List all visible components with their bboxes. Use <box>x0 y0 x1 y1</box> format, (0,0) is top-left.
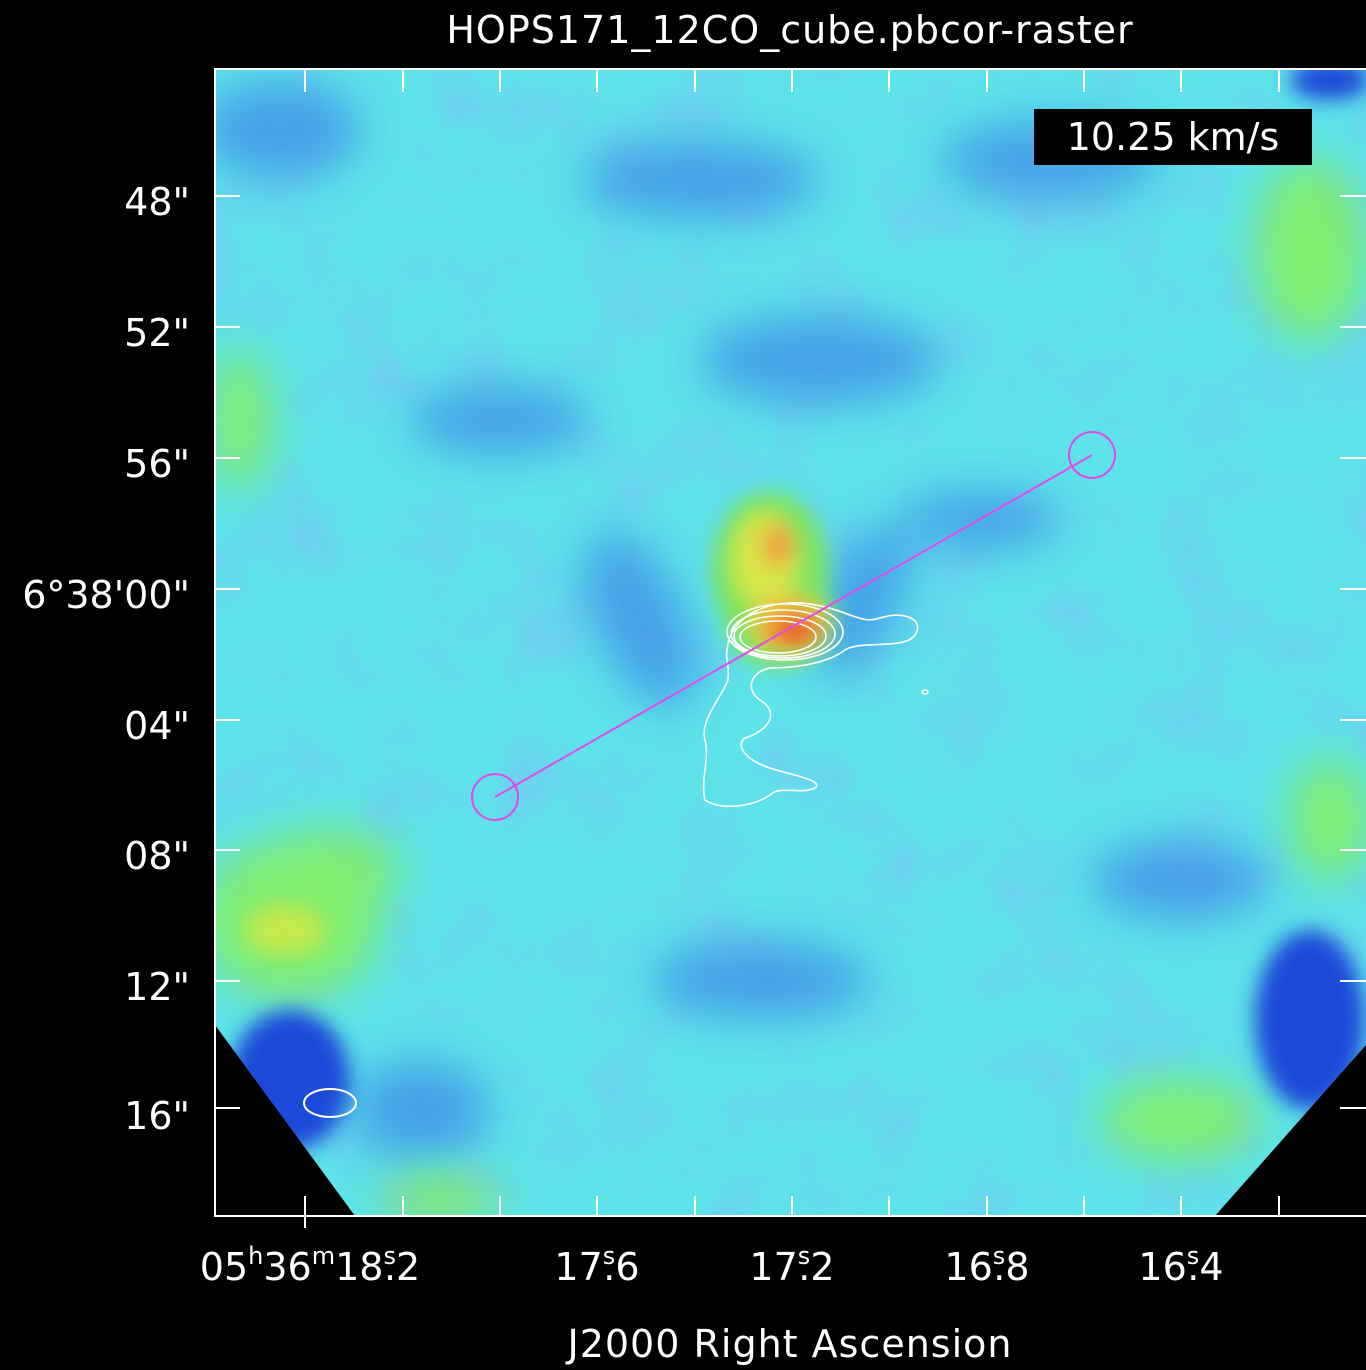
image-title: HOPS171_12CO_cube.pbcor-raster <box>446 8 1134 52</box>
dec-tick-label: 12" <box>124 965 190 1009</box>
x-axis-label: J2000 Right Ascension <box>567 1322 1013 1366</box>
dec-tick-label: 48" <box>124 180 190 224</box>
velocity-label: 10.25 km/s <box>1034 109 1312 165</box>
plot-frame <box>214 68 1366 1217</box>
dec-tick-label: 08" <box>124 834 190 878</box>
ra-tick-label: 17s.2 <box>749 1242 835 1289</box>
ra-tick-label: 16s.4 <box>1138 1242 1224 1289</box>
continuum-contours <box>702 602 929 808</box>
dec-tick-label: 52" <box>124 311 190 355</box>
dec-tick-label: 16" <box>124 1094 190 1138</box>
ra-tick-label: 16s.8 <box>944 1242 1030 1289</box>
dec-tick-label: 56" <box>124 442 190 486</box>
tick-marks <box>215 69 1366 1228</box>
dec-tick-label: 6°38'00" <box>22 573 190 617</box>
ra-tick-label: 05h36m18s.2 <box>199 1242 421 1289</box>
ra-tick-label: 17s.6 <box>554 1242 640 1289</box>
intensity-raster <box>215 69 1366 1216</box>
outflow-axis <box>471 431 1116 821</box>
beam-ellipse <box>303 1088 357 1118</box>
dec-tick-label: 04" <box>124 704 190 748</box>
